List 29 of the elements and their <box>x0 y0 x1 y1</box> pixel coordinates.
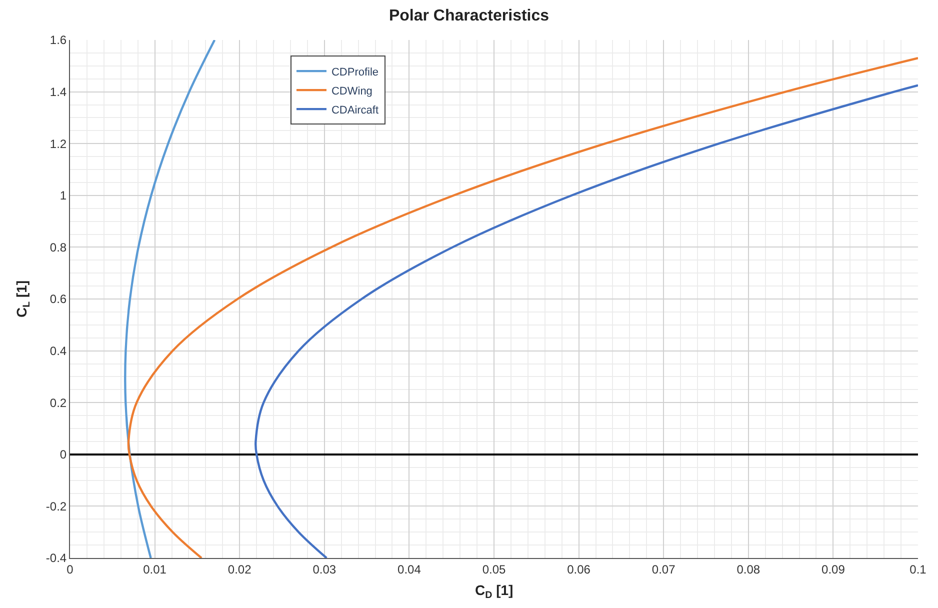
legend-label: CDProfile <box>331 66 379 78</box>
y-tick-label: 0.8 <box>50 240 67 254</box>
y-tick-label: 1.2 <box>50 136 67 151</box>
x-tick-label: 0.03 <box>312 562 336 576</box>
y-tick-label: 1.6 <box>50 33 67 48</box>
line-series <box>127 57 918 558</box>
y-tick-label: 1.4 <box>50 85 67 99</box>
y-tick-label: 0.2 <box>50 396 67 410</box>
legend-label: CDAircaft <box>331 104 379 116</box>
y-tick-label: 1 <box>60 188 67 203</box>
chart-title: Polar Characteristics <box>388 7 550 24</box>
x-tick-label: 0.09 <box>822 562 846 576</box>
y-tick-label: -0.4 <box>46 551 67 566</box>
x-tick-label: 0.07 <box>652 562 676 576</box>
legend-label: CDWing <box>331 85 372 98</box>
y-tick-label: 0.6 <box>50 292 67 306</box>
line-series <box>124 40 216 558</box>
x-tick-label: 0.04 <box>398 562 422 576</box>
x-tick-label: 0.1 <box>910 562 927 576</box>
x-axis-title: C$_{D}$ [1] <box>475 582 514 601</box>
x-tick-label: 0.01 <box>143 562 167 576</box>
x-tick-label: 0.02 <box>228 562 252 576</box>
y-tick-label: 0.4 <box>50 344 67 358</box>
x-tick-label: 0.05 <box>482 562 506 576</box>
y-tick-label: -0.2 <box>46 499 67 514</box>
x-tick-label: 0.06 <box>567 562 591 576</box>
y-tick-label: 0 <box>60 448 67 462</box>
x-tick-label: 0.08 <box>736 562 760 576</box>
line-series <box>254 84 918 558</box>
